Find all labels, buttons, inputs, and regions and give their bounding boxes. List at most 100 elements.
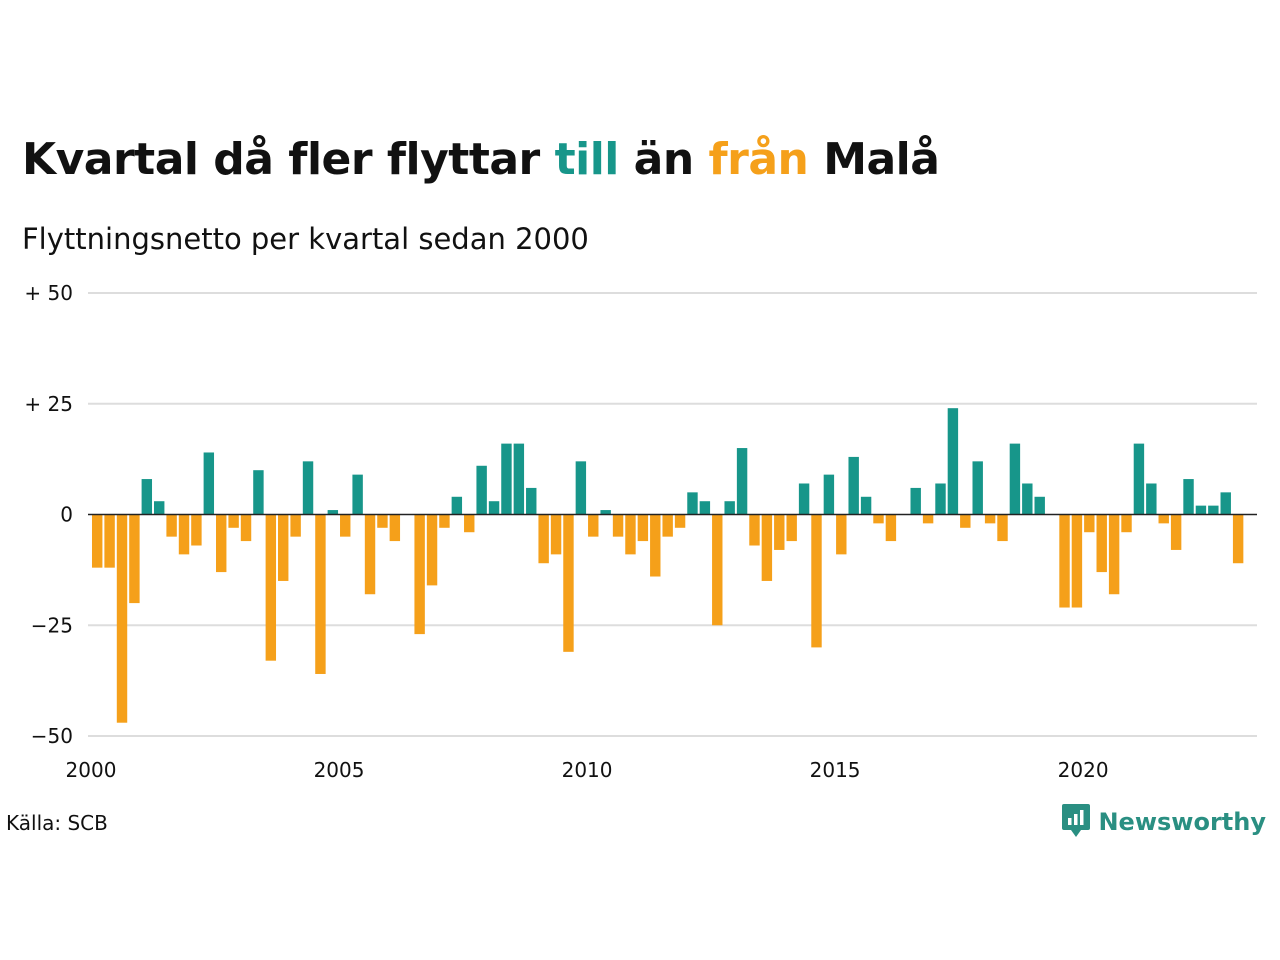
bar bbox=[141, 479, 153, 515]
bar bbox=[997, 514, 1008, 542]
bar bbox=[774, 514, 785, 550]
bar bbox=[600, 510, 611, 515]
bar bbox=[798, 483, 810, 515]
bar bbox=[178, 514, 190, 555]
bar bbox=[240, 514, 252, 542]
bar bbox=[327, 510, 339, 515]
x-axis-labels: 2000 2005 2010 2015 2020 bbox=[66, 758, 1109, 780]
bar bbox=[1133, 443, 1145, 515]
bar bbox=[687, 492, 698, 515]
x-tick-label: 2015 bbox=[810, 758, 861, 780]
bar bbox=[513, 443, 525, 515]
bar bbox=[203, 452, 215, 515]
bar bbox=[414, 514, 425, 635]
title-highlight-till: till bbox=[554, 134, 620, 185]
bar bbox=[216, 514, 227, 573]
y-tick-label: 0 bbox=[60, 503, 73, 527]
title-part-2: än bbox=[618, 134, 709, 185]
x-tick-label: 2005 bbox=[314, 758, 365, 780]
bar bbox=[1009, 443, 1021, 515]
bar bbox=[1096, 514, 1107, 573]
bar bbox=[947, 408, 959, 515]
bars bbox=[91, 408, 1244, 723]
bar bbox=[885, 514, 897, 542]
bar bbox=[922, 514, 934, 524]
bar bbox=[426, 514, 438, 586]
bar bbox=[935, 483, 946, 515]
bar bbox=[1022, 483, 1033, 515]
bar bbox=[476, 465, 487, 515]
x-tick-label: 2010 bbox=[562, 758, 613, 780]
bar bbox=[637, 514, 649, 542]
bar bbox=[786, 514, 797, 542]
bar bbox=[625, 514, 636, 555]
bar-chart: + 50 + 25 0 −25 −50 2000 2005 2010 2015 2020 bbox=[24, 281, 1257, 780]
bar bbox=[910, 487, 921, 515]
bar bbox=[364, 514, 376, 595]
bar bbox=[166, 514, 177, 537]
bar bbox=[823, 474, 835, 515]
grid-lines bbox=[88, 292, 1257, 737]
bar bbox=[848, 456, 859, 515]
brand-logo: Newsworthy bbox=[1062, 802, 1266, 842]
bar bbox=[340, 514, 351, 537]
bar bbox=[860, 496, 872, 515]
bar bbox=[228, 514, 239, 528]
bar bbox=[575, 461, 587, 515]
bar bbox=[712, 514, 723, 626]
bar bbox=[724, 501, 735, 515]
bar bbox=[451, 496, 463, 515]
bar bbox=[302, 461, 314, 515]
y-tick-label: −25 bbox=[31, 613, 73, 637]
bar bbox=[550, 514, 562, 555]
x-tick-label: 2000 bbox=[66, 758, 117, 780]
bar bbox=[191, 514, 202, 546]
bar bbox=[736, 448, 748, 515]
bar bbox=[1183, 479, 1194, 515]
bar bbox=[501, 443, 512, 515]
bar bbox=[377, 514, 388, 528]
bar bbox=[1071, 514, 1083, 608]
bar bbox=[1208, 505, 1219, 515]
bar bbox=[290, 514, 301, 537]
bar bbox=[873, 514, 884, 524]
bar bbox=[488, 501, 500, 515]
source-note: Källa: SCB bbox=[6, 811, 108, 835]
bar bbox=[129, 514, 140, 604]
bar bbox=[612, 514, 624, 537]
bar bbox=[1146, 483, 1157, 515]
bar bbox=[439, 514, 450, 528]
bar bbox=[662, 514, 673, 537]
y-tick-label: −50 bbox=[31, 724, 73, 748]
bar bbox=[1084, 514, 1095, 533]
chart-title: Kvartal då fler flyttar till än från Mal… bbox=[22, 134, 940, 185]
bar bbox=[972, 461, 983, 515]
bar bbox=[265, 514, 277, 661]
bar bbox=[278, 514, 289, 581]
bar bbox=[352, 474, 363, 515]
bar bbox=[984, 514, 996, 524]
bar bbox=[104, 514, 115, 568]
bar bbox=[1108, 514, 1120, 595]
bar bbox=[116, 514, 128, 723]
bar bbox=[91, 514, 103, 568]
bar bbox=[811, 514, 822, 648]
bar bbox=[389, 514, 401, 542]
bar bbox=[1059, 514, 1070, 608]
bar bbox=[1158, 514, 1169, 524]
bar bbox=[1170, 514, 1182, 550]
bar bbox=[1232, 514, 1244, 564]
title-part-3: Malå bbox=[808, 134, 940, 185]
bar bbox=[563, 514, 574, 652]
y-tick-label: + 50 bbox=[24, 281, 73, 305]
title-highlight-fran: från bbox=[708, 134, 809, 185]
bar bbox=[315, 514, 326, 674]
bar bbox=[464, 514, 475, 533]
bar bbox=[699, 501, 711, 515]
bar bbox=[650, 514, 661, 577]
chart-subtitle: Flyttningsnetto per kvartal sedan 2000 bbox=[22, 222, 589, 256]
bar bbox=[253, 470, 264, 515]
bar bbox=[761, 514, 773, 581]
newsworthy-logo-icon bbox=[1062, 802, 1091, 842]
y-axis-labels: + 50 + 25 0 −25 −50 bbox=[24, 281, 73, 748]
